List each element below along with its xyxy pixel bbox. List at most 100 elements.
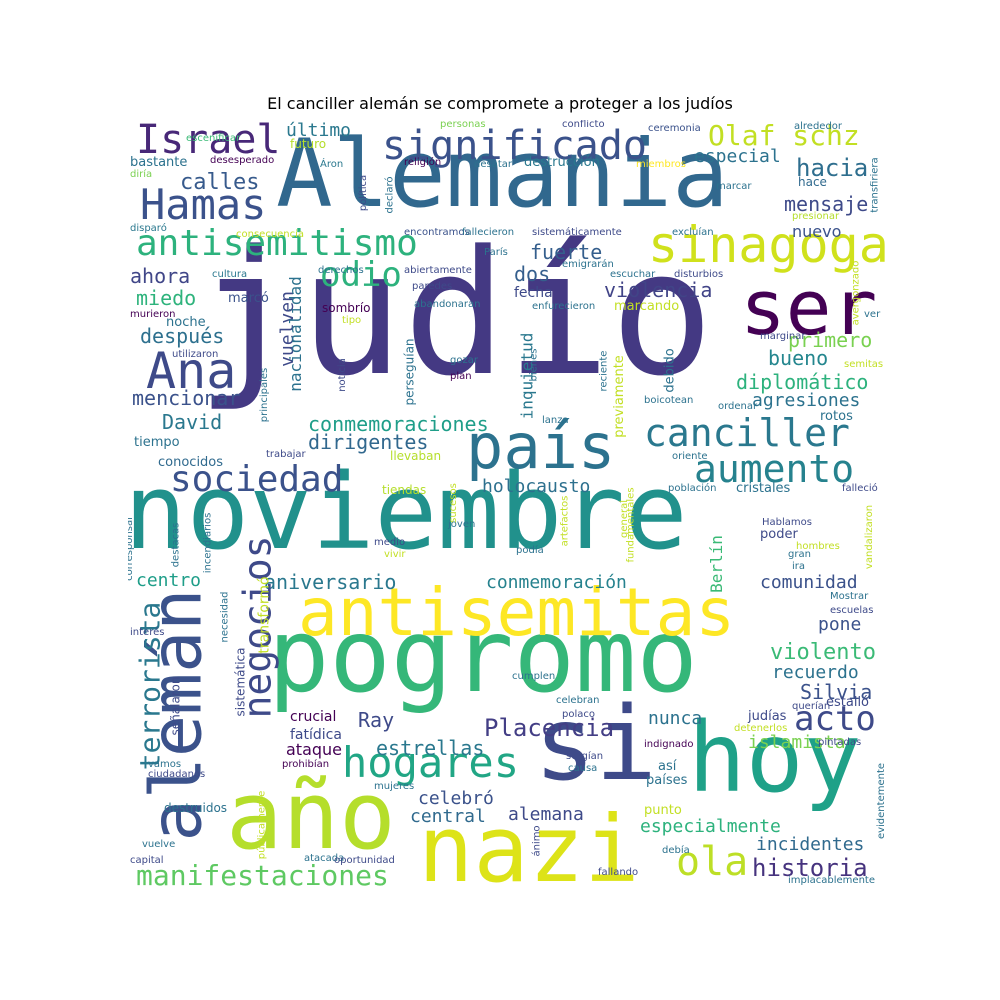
word: trabajar (266, 449, 306, 460)
word: lanza (542, 415, 569, 426)
word: política (358, 174, 370, 212)
word: bastante (130, 155, 188, 170)
word: indignado (644, 739, 694, 750)
word: mencionar (132, 386, 241, 410)
word: acto (794, 699, 876, 739)
word: desatar (474, 159, 512, 170)
word: aniversario (264, 570, 397, 594)
word: desesperado (210, 155, 275, 166)
word: disparó (130, 223, 167, 234)
word: utilizaron (172, 349, 219, 360)
word: ciudadanos (148, 769, 206, 780)
word: si (534, 685, 657, 804)
word: Ana (146, 342, 237, 400)
word: París (484, 247, 508, 258)
word: destruidos (164, 801, 228, 815)
word: emigrarán (562, 259, 614, 270)
word: vivir (384, 549, 406, 560)
word: transformó (256, 576, 273, 654)
word: marginar (760, 331, 806, 342)
word: después (140, 324, 225, 348)
word: Hablamos (762, 517, 812, 528)
word: bienes (528, 348, 540, 382)
word: fatídica (290, 727, 342, 743)
word: mensaje (784, 192, 869, 216)
word: abiertamente (404, 265, 472, 276)
word: dos (514, 262, 551, 286)
word: incendiarios (202, 512, 214, 574)
word: corresponsal (128, 517, 135, 581)
word: perseguían (402, 338, 417, 406)
word: sistemáticamente (532, 227, 622, 238)
word: interés (130, 627, 165, 638)
word: joven (448, 519, 476, 530)
word: Alemania (276, 120, 729, 229)
word: fallando (598, 867, 639, 878)
word: Silvia (800, 680, 873, 704)
word: estrellas (376, 736, 485, 760)
word: antisemitismo (136, 223, 418, 264)
word: manifestaciones (136, 859, 389, 890)
word: especialmente (640, 816, 781, 837)
word: fundamentales (625, 487, 637, 563)
word: escenificar (186, 133, 241, 144)
word: medio (374, 537, 406, 548)
word: historia (752, 854, 868, 882)
word: sombrío (322, 301, 371, 315)
word: atacada (304, 853, 345, 864)
word: ola (676, 839, 749, 885)
word: tiendas (382, 483, 427, 497)
word: calles (180, 170, 260, 195)
word: evidentemente (876, 762, 888, 840)
figure-title: El canciller alemán se compromete a prot… (267, 94, 733, 113)
word: causa (568, 763, 598, 774)
word: violento (770, 640, 876, 665)
word: centro (136, 570, 202, 591)
word: derechos (318, 265, 364, 276)
word: detenerlos (734, 723, 788, 734)
word: pogromo (268, 597, 698, 716)
word: escuelas (830, 605, 874, 616)
word: cumplen (512, 671, 556, 682)
word: nunca (648, 708, 703, 729)
word: gozar (450, 355, 478, 366)
word: aumento (694, 447, 855, 491)
word: comunidad (760, 572, 858, 593)
word: sociedad (170, 459, 344, 500)
word: cristales (736, 481, 791, 496)
word: Ray (358, 708, 395, 732)
word: hace (798, 175, 827, 189)
word: sistemática (233, 647, 248, 717)
word: futuro (290, 137, 327, 151)
word: miembros (636, 159, 686, 170)
word: abandonaran (414, 299, 481, 310)
word: diplomático (736, 370, 869, 394)
word: bueno (768, 346, 829, 370)
word: excluían (672, 227, 714, 238)
word: tipo (342, 315, 362, 326)
word: central (410, 806, 486, 827)
word: sinagoga (648, 216, 889, 274)
word: así (658, 759, 677, 774)
word: artefactos (559, 495, 571, 547)
word: holocausto (482, 476, 591, 497)
word: encontramos (404, 227, 470, 238)
word: fuerte (530, 240, 603, 264)
word: destacas (170, 522, 182, 568)
word: prohibían (282, 759, 330, 770)
word: ahora (130, 264, 191, 288)
word: recuerdo (772, 662, 859, 683)
word: canciller (644, 411, 850, 455)
word: señalaron (168, 676, 183, 736)
word: tiempo (134, 435, 180, 450)
word: semitas (844, 359, 884, 370)
word: Olaf schz (708, 120, 860, 152)
word: religión (404, 157, 442, 168)
word: año (226, 762, 396, 871)
word: judías (748, 709, 787, 724)
word: poder (760, 527, 798, 542)
word: Israel (136, 120, 281, 163)
word: vandalizaron (864, 504, 876, 570)
word: alemana (508, 804, 584, 825)
